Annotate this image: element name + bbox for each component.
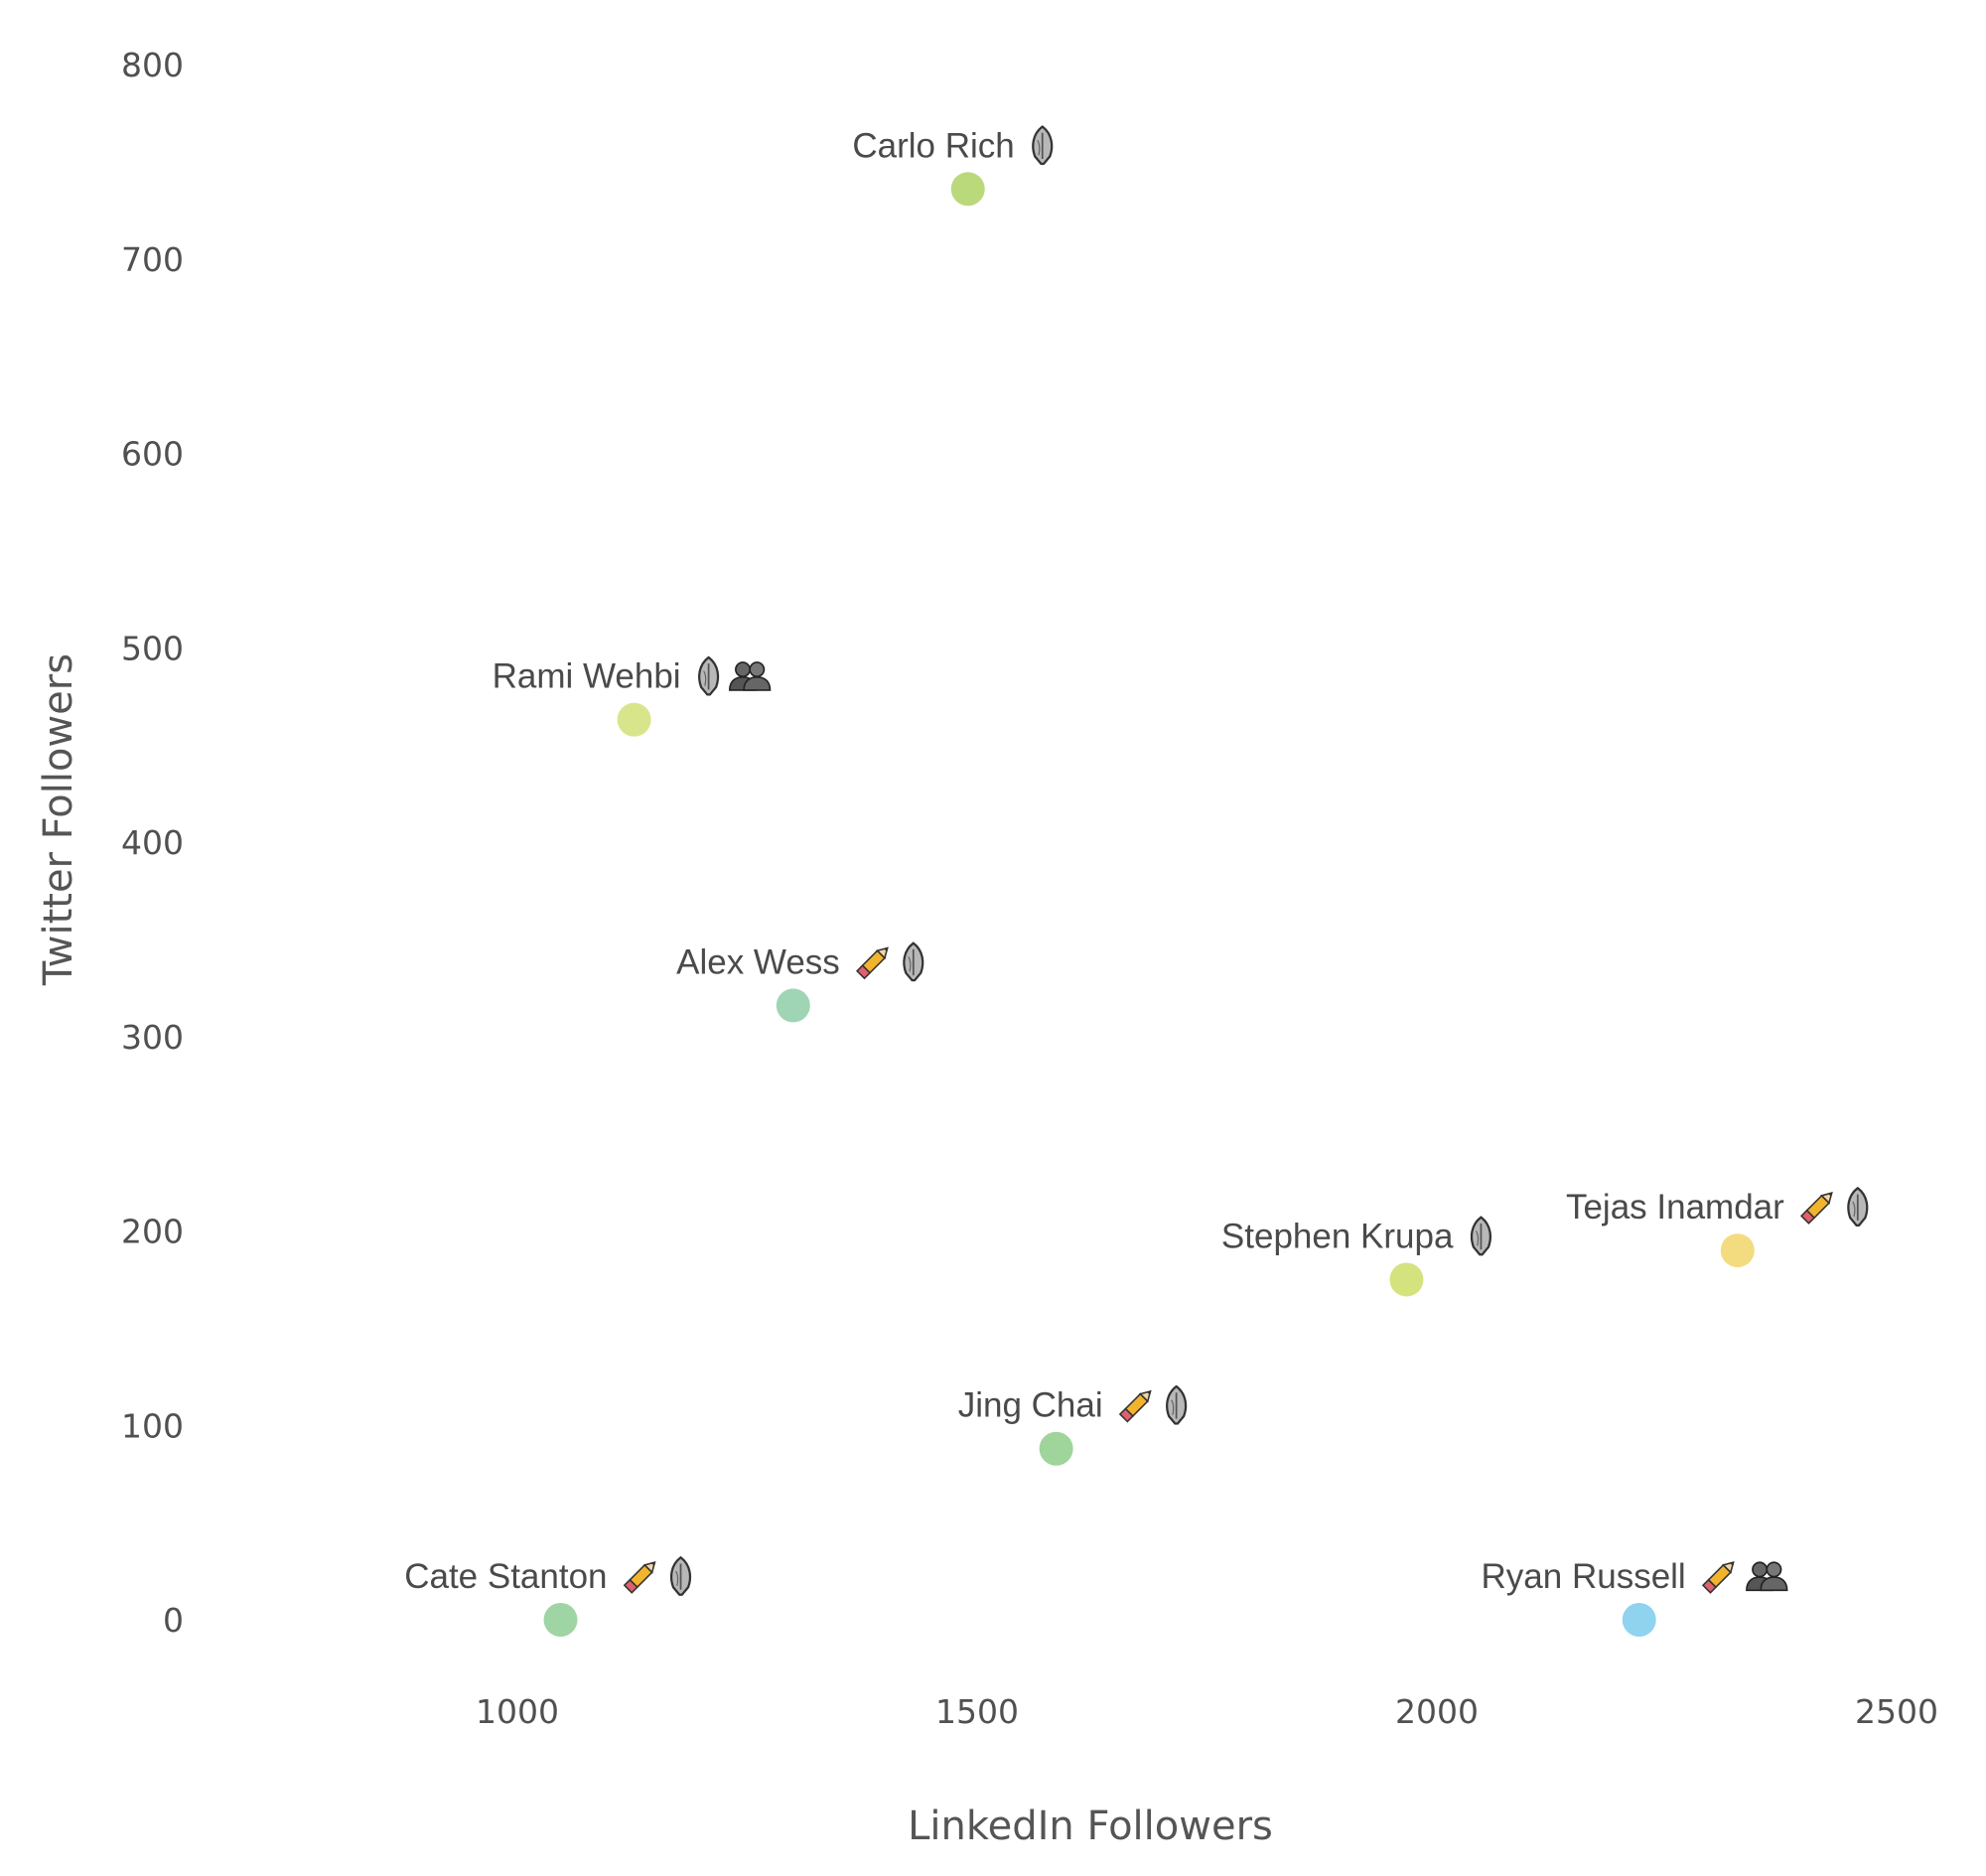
pencil-icon xyxy=(856,943,893,979)
point-label-group: Tejas Inamdar xyxy=(1566,1187,1869,1227)
data-point[interactable] xyxy=(950,172,985,207)
y-tick-label: 700 xyxy=(121,240,184,279)
y-tick-label: 0 xyxy=(163,1601,184,1640)
x-tick-label: 1000 xyxy=(476,1692,559,1731)
point-label-name: Tejas Inamdar xyxy=(1566,1188,1784,1227)
pen-nib-icon xyxy=(1166,1384,1188,1425)
pencil-icon xyxy=(1800,1188,1837,1225)
point-label-group: Ryan Russell xyxy=(1482,1557,1788,1596)
point-label-name: Stephen Krupa xyxy=(1221,1217,1454,1255)
y-tick-label: 500 xyxy=(121,629,184,667)
pen-nib-icon xyxy=(1470,1216,1492,1256)
point-label-name: Ryan Russell xyxy=(1482,1557,1686,1596)
data-point[interactable] xyxy=(776,988,810,1023)
point-label-group: Alex Wess xyxy=(676,941,924,982)
point-label-group: Jing Chai xyxy=(958,1384,1188,1425)
data-point[interactable] xyxy=(1039,1431,1073,1466)
y-axis-ticks: 0 100 200 300 400 500 600 700 800 xyxy=(121,46,184,1640)
pen-nib-icon xyxy=(1847,1187,1869,1227)
x-axis-title: LinkedIn Followers xyxy=(908,1804,1273,1849)
x-tick-label: 1500 xyxy=(935,1692,1019,1731)
data-point[interactable] xyxy=(1622,1603,1656,1637)
pencil-icon xyxy=(1119,1386,1156,1423)
data-point[interactable] xyxy=(1720,1233,1755,1268)
point-label-name: Rami Wehbi xyxy=(493,657,681,696)
pencil-icon xyxy=(624,1557,659,1594)
data-point[interactable] xyxy=(543,1603,578,1637)
pen-nib-icon xyxy=(1032,125,1054,166)
point-label-group: Carlo Rich xyxy=(852,125,1054,166)
y-axis-title: Twitter Followers xyxy=(36,653,81,986)
x-tick-label: 2000 xyxy=(1395,1692,1479,1731)
pen-nib-icon xyxy=(903,941,924,982)
point-label-group: Stephen Krupa xyxy=(1221,1216,1492,1256)
y-tick-label: 600 xyxy=(121,435,184,474)
data-point[interactable] xyxy=(1389,1262,1424,1297)
point-label-group: Rami Wehbi xyxy=(493,655,772,696)
x-tick-label: 2500 xyxy=(1855,1692,1938,1731)
group-icon xyxy=(728,661,772,691)
point-label-name: Carlo Rich xyxy=(852,126,1014,165)
y-tick-label: 800 xyxy=(121,46,184,84)
x-axis-ticks: 1000 1500 2000 2500 xyxy=(476,1692,1938,1731)
pen-nib-icon xyxy=(669,1556,692,1596)
y-tick-label: 400 xyxy=(121,823,184,862)
y-tick-label: 200 xyxy=(121,1213,184,1251)
data-point[interactable] xyxy=(617,702,651,737)
point-label-group: Cate Stanton xyxy=(404,1556,692,1596)
y-tick-label: 300 xyxy=(121,1018,184,1057)
y-tick-label: 100 xyxy=(121,1406,184,1445)
point-label-name: Jing Chai xyxy=(958,1386,1103,1425)
point-label-name: Cate Stanton xyxy=(404,1557,607,1596)
pencil-icon xyxy=(1702,1557,1739,1594)
group-icon xyxy=(1746,1561,1788,1592)
pen-nib-icon xyxy=(698,655,720,696)
point-labels: Carlo Rich Rami Wehbi Alex Wess Stephen Kru… xyxy=(404,125,1869,1596)
data-points xyxy=(543,172,1755,1637)
point-label-name: Alex Wess xyxy=(676,942,840,981)
